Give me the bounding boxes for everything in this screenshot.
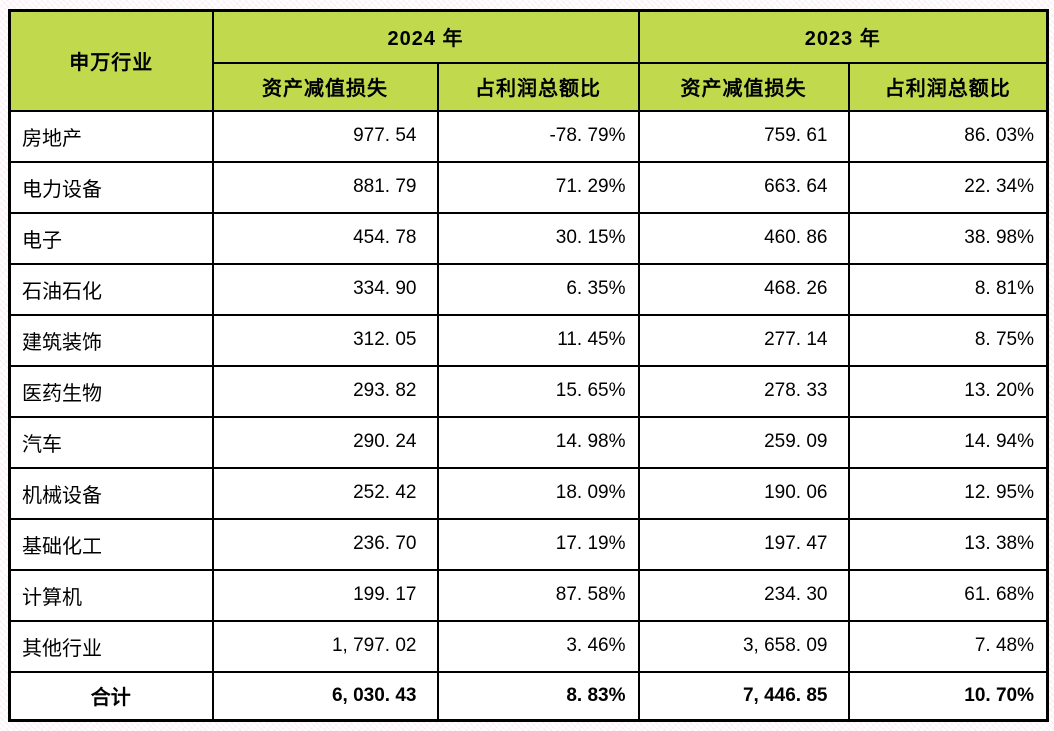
cell-loss-2023: 278. 33 (637, 364, 850, 418)
cell-industry: 基础化工 (8, 517, 214, 571)
cell-industry: 电力设备 (8, 160, 214, 214)
cell-pct-2024: 6. 35% (436, 262, 640, 316)
cell-industry: 电子 (8, 211, 214, 265)
cell-loss-2023: 277. 14 (637, 313, 850, 367)
cell-total-pct-2024: 8. 83% (436, 670, 640, 722)
cell-loss-2024: 454. 78 (211, 211, 439, 265)
cell-loss-2024: 881. 79 (211, 160, 439, 214)
cell-pct-2024: 17. 19% (436, 517, 640, 571)
cell-industry: 汽车 (8, 415, 214, 469)
cell-loss-2024: 312. 05 (211, 313, 439, 367)
table-row: 电子 454. 78 30. 15% 460. 86 38. 98% (8, 211, 1049, 265)
table-row: 其他行业 1, 797. 02 3. 46% 3, 658. 09 7. 48% (8, 619, 1049, 673)
table-row: 建筑装饰 312. 05 11. 45% 277. 14 8. 75% (8, 313, 1049, 367)
cell-pct-2024: 87. 58% (436, 568, 640, 622)
cell-loss-2023: 663. 64 (637, 160, 850, 214)
cell-pct-2024: 15. 65% (436, 364, 640, 418)
cell-loss-2024: 290. 24 (211, 415, 439, 469)
cell-loss-2024: 1, 797. 02 (211, 619, 439, 673)
cell-pct-2023: 86. 03% (847, 109, 1049, 163)
col-header-loss-2024: 资产减值损失 (211, 61, 439, 112)
cell-loss-2024: 977. 54 (211, 109, 439, 163)
cell-loss-2023: 460. 86 (637, 211, 850, 265)
cell-pct-2024: 11. 45% (436, 313, 640, 367)
cell-loss-2023: 468. 26 (637, 262, 850, 316)
table-row: 基础化工 236. 70 17. 19% 197. 47 13. 38% (8, 517, 1049, 571)
cell-total-label: 合计 (8, 670, 214, 722)
cell-loss-2023: 234. 30 (637, 568, 850, 622)
cell-loss-2024: 293. 82 (211, 364, 439, 418)
col-group-2023: 2023 年 (637, 9, 1049, 64)
cell-industry: 计算机 (8, 568, 214, 622)
impairment-table: 申万行业 2024 年 2023 年 资产减值损失 占利润总额比 资产减值损失 … (8, 9, 1049, 722)
cell-industry: 房地产 (8, 109, 214, 163)
cell-industry: 其他行业 (8, 619, 214, 673)
col-group-2024: 2024 年 (211, 9, 640, 64)
col-header-industry: 申万行业 (8, 9, 214, 112)
col-header-loss-2023: 资产减值损失 (637, 61, 850, 112)
cell-loss-2023: 197. 47 (637, 517, 850, 571)
header-row-metrics: 资产减值损失 占利润总额比 资产减值损失 占利润总额比 (10, 61, 1049, 112)
cell-loss-2023: 190. 06 (637, 466, 850, 520)
col-header-pct-2024: 占利润总额比 (436, 61, 640, 112)
cell-loss-2024: 252. 42 (211, 466, 439, 520)
col-header-pct-2023: 占利润总额比 (847, 61, 1049, 112)
table-row: 计算机 199. 17 87. 58% 234. 30 61. 68% (8, 568, 1049, 622)
cell-pct-2023: 13. 38% (847, 517, 1049, 571)
cell-total-loss-2024: 6, 030. 43 (211, 670, 439, 722)
cell-loss-2024: 236. 70 (211, 517, 439, 571)
table-row: 电力设备 881. 79 71. 29% 663. 64 22. 34% (8, 160, 1049, 214)
cell-total-pct-2023: 10. 70% (847, 670, 1049, 722)
cell-loss-2023: 759. 61 (637, 109, 850, 163)
cell-pct-2024: 30. 15% (436, 211, 640, 265)
cell-pct-2023: 13. 20% (847, 364, 1049, 418)
cell-pct-2024: -78. 79% (436, 109, 640, 163)
cell-industry: 石油石化 (8, 262, 214, 316)
header-row-years: 申万行业 2024 年 2023 年 (8, 9, 1049, 112)
cell-total-loss-2023: 7, 446. 85 (637, 670, 850, 722)
cell-pct-2023: 8. 75% (847, 313, 1049, 367)
table-row: 汽车 290. 24 14. 98% 259. 09 14. 94% (8, 415, 1049, 469)
cell-loss-2024: 199. 17 (211, 568, 439, 622)
cell-pct-2023: 8. 81% (847, 262, 1049, 316)
table-row: 石油石化 334. 90 6. 35% 468. 26 8. 81% (8, 262, 1049, 316)
cell-loss-2023: 259. 09 (637, 415, 850, 469)
cell-pct-2023: 14. 94% (847, 415, 1049, 469)
cell-pct-2023: 12. 95% (847, 466, 1049, 520)
cell-pct-2023: 7. 48% (847, 619, 1049, 673)
cell-loss-2024: 334. 90 (211, 262, 439, 316)
cell-pct-2024: 18. 09% (436, 466, 640, 520)
table-row: 医药生物 293. 82 15. 65% 278. 33 13. 20% (8, 364, 1049, 418)
total-row: 合计 6, 030. 43 8. 83% 7, 446. 85 10. 70% (8, 670, 1049, 722)
cell-pct-2023: 61. 68% (847, 568, 1049, 622)
table-row: 机械设备 252. 42 18. 09% 190. 06 12. 95% (8, 466, 1049, 520)
cell-pct-2024: 3. 46% (436, 619, 640, 673)
cell-pct-2023: 38. 98% (847, 211, 1049, 265)
table-row: 房地产 977. 54 -78. 79% 759. 61 86. 03% (8, 109, 1049, 163)
cell-pct-2023: 22. 34% (847, 160, 1049, 214)
cell-pct-2024: 71. 29% (436, 160, 640, 214)
cell-pct-2024: 14. 98% (436, 415, 640, 469)
cell-industry: 机械设备 (8, 466, 214, 520)
cell-industry: 医药生物 (8, 364, 214, 418)
cell-industry: 建筑装饰 (8, 313, 214, 367)
cell-loss-2023: 3, 658. 09 (637, 619, 850, 673)
